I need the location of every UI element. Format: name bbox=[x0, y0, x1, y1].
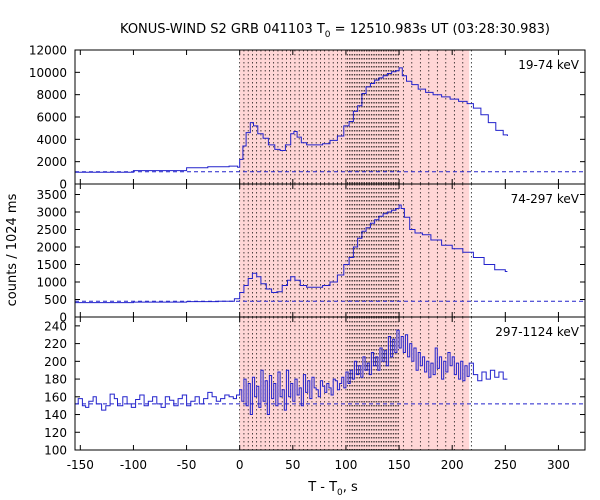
x-tick-label: 200 bbox=[441, 458, 464, 472]
shaded-interval bbox=[239, 50, 470, 184]
title-suffix: = 12510.983s UT (03:28:30.983) bbox=[331, 22, 550, 37]
y-tick-label: 2000 bbox=[36, 155, 67, 169]
title-text: KONUS-WIND S2 GRB 041103 T bbox=[120, 22, 325, 37]
y-tick-label: 1500 bbox=[36, 258, 67, 272]
energy-band-label: 297-1124 keV bbox=[495, 325, 579, 339]
y-tick-label: 100 bbox=[44, 444, 67, 458]
y-tick-label: 240 bbox=[44, 319, 67, 333]
x-tick-label: 300 bbox=[547, 458, 570, 472]
x-tick-label: 150 bbox=[388, 458, 411, 472]
y-tick-label: 120 bbox=[44, 426, 67, 440]
y-tick-label: 220 bbox=[44, 337, 67, 351]
y-tick-label: 10000 bbox=[29, 66, 67, 80]
x-axis-label-text: T - T bbox=[307, 480, 337, 495]
x-axis: -150 -100 -50 0 50 100 150 200 250 300 bbox=[67, 458, 570, 472]
panel-2: 0 500 1000 1500 2000 2500 3000 3500 74-297 keV bbox=[36, 183, 586, 325]
x-axis-label-subscript: 0 bbox=[337, 488, 343, 498]
y-tick-label: 200 bbox=[44, 355, 67, 369]
y-tick-label: 3000 bbox=[36, 206, 67, 220]
panel-frame bbox=[74, 316, 586, 451]
x-tick-label: -150 bbox=[67, 458, 94, 472]
panels: 0 2000 4000 6000 8000 10000 12000 19-74 keV 0 500… bbox=[29, 44, 586, 458]
energy-band-label: 19-74 keV bbox=[518, 58, 580, 72]
y-tick-label: 140 bbox=[44, 408, 67, 422]
light-curve-series bbox=[75, 67, 508, 173]
y-tick-label: 500 bbox=[44, 293, 67, 307]
panel-3: 100 120 140 160 180 200 220 240 297-1124 keV bbox=[44, 316, 586, 458]
x-axis-label-suffix: , s bbox=[343, 480, 358, 495]
y-tick-label: 0 bbox=[59, 178, 67, 192]
energy-band-label: 74-297 keV bbox=[511, 192, 580, 206]
x-tick-label: -50 bbox=[177, 458, 197, 472]
light-curve-series bbox=[75, 204, 508, 304]
y-tick-label: 0 bbox=[59, 311, 67, 325]
x-tick-label: 250 bbox=[494, 458, 517, 472]
panel-1: 0 2000 4000 6000 8000 10000 12000 19-74 keV bbox=[29, 44, 586, 192]
x-tick-label: 0 bbox=[236, 458, 244, 472]
y-tick-label: 2500 bbox=[36, 223, 67, 237]
x-tick-label: -100 bbox=[120, 458, 147, 472]
x-tick-label: 100 bbox=[334, 458, 357, 472]
shaded-interval bbox=[239, 184, 470, 317]
x-axis-label: T - T0, s bbox=[307, 480, 358, 498]
y-tick-label: 180 bbox=[44, 373, 67, 387]
y-axis-label: counts / 1024 ms bbox=[5, 193, 20, 306]
y-tick-label: 6000 bbox=[36, 111, 67, 125]
x-tick-label: 50 bbox=[285, 458, 300, 472]
y-tick-label: 1000 bbox=[36, 276, 67, 290]
y-tick-label: 160 bbox=[44, 390, 67, 404]
y-tick-label: 12000 bbox=[29, 44, 67, 58]
y-tick-label: 4000 bbox=[36, 133, 67, 147]
y-tick-label: 3500 bbox=[36, 188, 67, 202]
y-tick-label: 2000 bbox=[36, 241, 67, 255]
y-tick-label: 8000 bbox=[36, 88, 67, 102]
title-subscript: 0 bbox=[325, 30, 331, 40]
chart-title: KONUS-WIND S2 GRB 041103 T0 = 12510.983s… bbox=[120, 22, 550, 40]
light-curve-series bbox=[75, 329, 508, 415]
